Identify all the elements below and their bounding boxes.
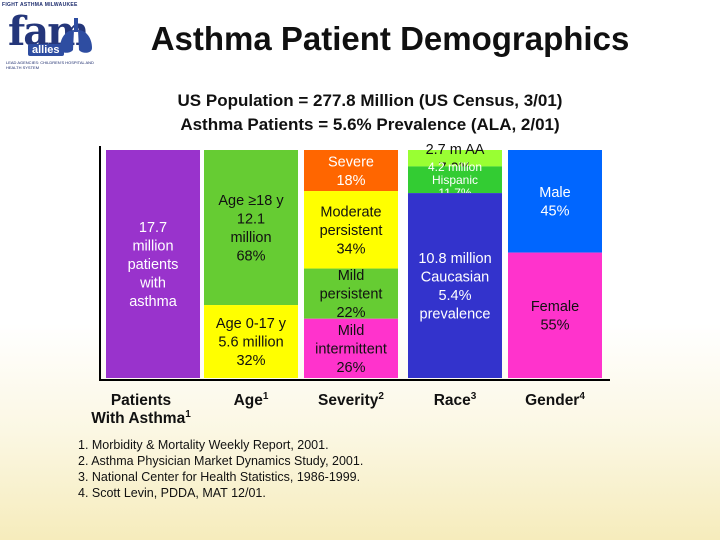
bar-segment-severity-mild	[304, 268, 398, 319]
logo-sub-text: LEAD AGENCIES: CHILDREN'S HOSPITAL AND H…	[6, 60, 94, 70]
bar-segment-race-10-8-million	[408, 193, 502, 378]
bar-segment-patients-with-asthma-17-7	[106, 150, 200, 378]
page-title: Asthma Patient Demographics	[150, 20, 630, 57]
bar-segment-age-age-18-y	[204, 150, 298, 306]
subtitle-population: US Population = 277.8 Million (US Census…	[177, 91, 563, 110]
data-label: Male 45%	[539, 185, 570, 220]
data-label: Mild intermittent 26%	[315, 323, 387, 376]
data-label: 10.8 million Caucasian 5.4% prevalence	[418, 251, 491, 323]
bar-segment-severity-moderate	[304, 191, 398, 269]
footnotes: 1. Morbidity & Mortality Weekly Report, …	[78, 437, 363, 501]
logo-badge: allies	[28, 44, 64, 56]
data-label: Moderate persistent 34%	[320, 204, 383, 257]
data-label: 17.7 million patients with asthma	[128, 220, 179, 310]
category-label-age: Age1	[234, 391, 269, 409]
bar-segment-race-4-2-million	[408, 166, 502, 194]
data-label: Female 55%	[531, 299, 579, 334]
footnote: 3. National Center for Health Statistics…	[78, 470, 361, 484]
category-label-patients-with-asthma: Patients With Asthma1	[91, 392, 191, 427]
data-label: Mild persistent 22%	[320, 268, 383, 321]
category-label-gender: Gender4	[525, 391, 585, 409]
bar-segment-severity-severe	[304, 150, 398, 192]
footnote: 1. Morbidity & Mortality Weekly Report, …	[78, 438, 329, 452]
bar-segment-age-age-0-17-y	[204, 305, 298, 378]
footnote: 4. Scott Levin, PDDA, MAT 12/01.	[78, 486, 266, 500]
bar-segment-gender-male	[508, 150, 602, 253]
category-label-race: Race3	[434, 391, 477, 409]
fam-allies-logo: FIGHT ASTHMA MILWAUKEE fam allies LEAD A…	[2, 2, 106, 74]
category-label-severity: Severity2	[318, 391, 384, 409]
data-label: Age ≥18 y 12.1 million 68%	[218, 193, 284, 265]
bar-segment-gender-female	[508, 252, 602, 378]
bar-segment-race-2-7-m-aa	[408, 150, 502, 167]
data-label: Severe 18%	[328, 154, 374, 189]
logo-top-text: FIGHT ASTHMA MILWAUKEE	[2, 2, 78, 8]
subtitle-prevalence: Asthma Patients = 5.6% Prevalence (ALA, …	[180, 115, 560, 134]
bar-segment-severity-mild	[304, 318, 398, 378]
data-label: Age 0-17 y 5.6 million 32%	[216, 316, 287, 369]
footnote: 2. Asthma Physician Market Dynamics Stud…	[78, 454, 364, 468]
